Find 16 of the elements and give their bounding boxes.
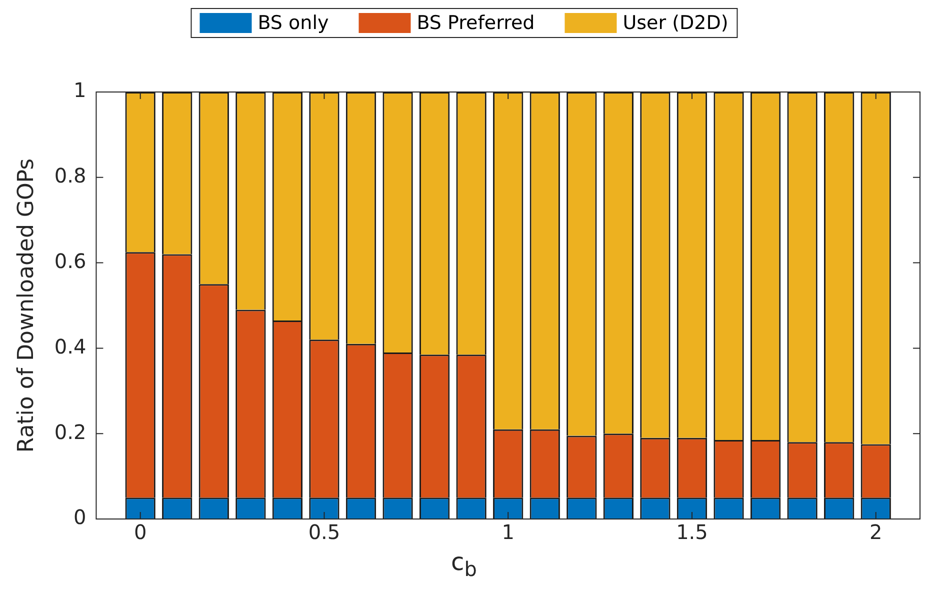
y-tick-label: 0 — [73, 505, 86, 530]
legend-label: BS only — [258, 12, 329, 34]
x-axis-title: c$_{b}$ — [450, 548, 478, 581]
x-tick-label: 1 — [502, 520, 514, 544]
x-tick-label: 0.5 — [308, 520, 340, 544]
legend-label: User (D2D) — [622, 12, 728, 34]
legend-label: BS Preferred — [416, 12, 535, 34]
x-tick-label: 0 — [134, 520, 147, 544]
y-tick-label: 1 — [73, 78, 86, 102]
x-tick-label: 2 — [870, 520, 882, 544]
y-tick-label: 0.6 — [54, 249, 86, 274]
y-tick-label: 0.4 — [54, 334, 86, 358]
x-tick-label: 1.5 — [676, 520, 708, 544]
y-tick-label: 0.2 — [54, 420, 86, 444]
y-tick-label: 0.8 — [54, 164, 86, 188]
y-axis-title: Ratio of Downloaded GOPs — [14, 158, 39, 453]
